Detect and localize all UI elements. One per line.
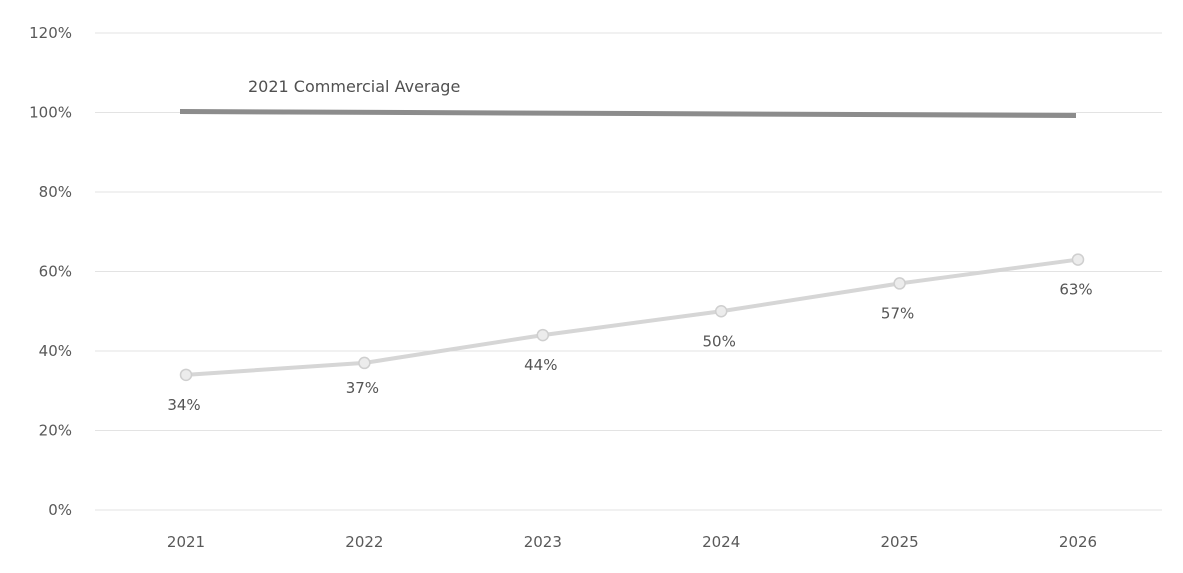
x-tick-label: 2026 [1059, 533, 1097, 551]
data-label: 37% [346, 379, 379, 397]
data-labels: 34% 37% 44% 50% 57% 63% [167, 281, 1092, 414]
series-line [184, 257, 1080, 377]
y-tick-label: 120% [29, 24, 72, 42]
y-tick-label: 80% [39, 183, 72, 201]
reference-line-group: 2021 Commercial Average [179, 77, 1077, 118]
y-tick-label: 60% [39, 263, 72, 281]
x-tick-label: 2021 [167, 533, 205, 551]
data-label: 57% [881, 304, 914, 322]
y-tick-label: 100% [29, 104, 72, 122]
data-point-marker [714, 305, 728, 318]
y-tick-label: 0% [48, 501, 72, 519]
reference-line-label: 2021 Commercial Average [248, 77, 460, 96]
y-tick-label: 40% [39, 342, 72, 360]
data-point-marker [179, 368, 193, 382]
series-group [179, 253, 1085, 382]
data-point-marker [1071, 253, 1085, 266]
data-point-marker [893, 277, 906, 290]
x-axis: 2021 2022 2023 2024 2025 2026 [167, 533, 1097, 551]
x-tick-label: 2025 [881, 533, 919, 551]
x-tick-label: 2022 [345, 533, 383, 551]
data-label: 63% [1059, 281, 1092, 299]
data-label: 44% [524, 356, 557, 374]
y-tick-label: 20% [39, 422, 72, 440]
reference-line [179, 109, 1077, 118]
x-tick-label: 2024 [702, 533, 740, 551]
data-point-marker [536, 328, 550, 342]
data-label: 50% [703, 332, 736, 350]
y-axis: 0% 20% 40% 60% 80% 100% 120% [29, 24, 72, 519]
data-point-marker [358, 356, 371, 370]
data-label: 34% [167, 396, 200, 414]
x-tick-label: 2023 [524, 533, 562, 551]
